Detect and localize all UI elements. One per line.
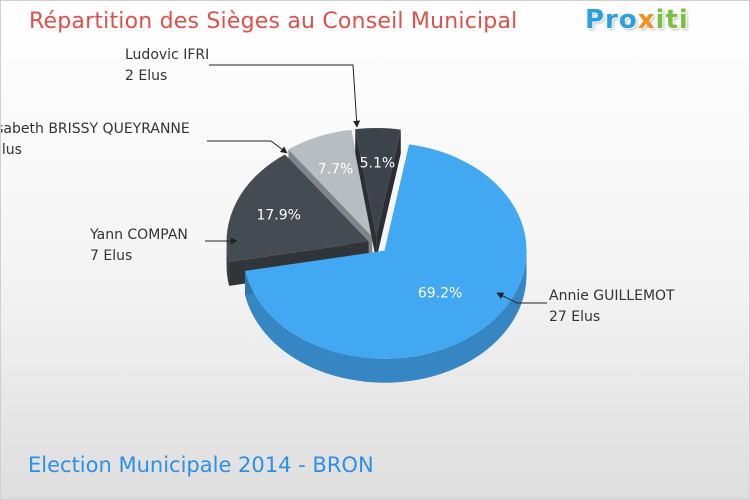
percent-label-isabeth-brissy-queyranne: 7.7%: [318, 162, 354, 178]
label-isabeth-brissy-name: Isabeth BRISSY QUEYRANNE: [0, 121, 190, 137]
label-ludovic-ifri-seats: 2 Elus: [125, 68, 168, 84]
slice-ludovic-ifri: [355, 128, 401, 261]
slice-yann-compan: [226, 154, 369, 286]
percent-label-yann-compan: 17.9%: [256, 208, 300, 224]
percent-label-ludovic-ifri: 5.1%: [360, 156, 396, 172]
label-annie-guillemot: Annie GUILLEMOT 27 Elus: [549, 286, 675, 328]
leader-line-isabeth-brissy: [207, 140, 288, 154]
label-annie-guillemot-name: Annie GUILLEMOT: [549, 288, 675, 304]
proxiti-logo: Proxiti: [585, 5, 689, 35]
slice-top-isabeth-brissy-queyranne: [288, 129, 373, 237]
percent-label-annie-guillemot: 69.2%: [418, 286, 462, 302]
leader-lines: [205, 64, 547, 304]
leader-line-ludovic-ifri: [209, 64, 361, 128]
slice-top-ludovic-ifri: [355, 128, 401, 237]
label-annie-guillemot-seats: 27 Elus: [549, 309, 601, 325]
slice-side-annie-guillemot: [245, 250, 527, 383]
slice-top-annie-guillemot: [245, 144, 527, 359]
label-yann-compan-name: Yann COMPAN: [90, 227, 188, 243]
pie-percent-labels: 7.7% 5.1% 17.9% 69.2%: [256, 156, 462, 302]
slice-annie-guillemot: [245, 144, 527, 383]
label-isabeth-brissy: Isabeth BRISSY QUEYRANNE Elus: [0, 119, 190, 161]
logo-part-pro: Pro: [585, 5, 638, 35]
label-isabeth-brissy-seats: Elus: [1, 142, 22, 158]
slice-side-yann-compan: [226, 241, 230, 286]
label-yann-compan: Yann COMPAN 7 Elus: [90, 225, 188, 267]
logo-part-iti: iti: [655, 5, 689, 35]
pie-slices: [226, 128, 527, 383]
slice-top-yann-compan: [226, 154, 369, 262]
label-ludovic-ifri: Ludovic IFRI 2 Elus: [125, 45, 209, 87]
slice-edge-ludovic-ifri-0: [355, 129, 377, 261]
leader-line-annie-guillemot: [496, 292, 547, 304]
label-ludovic-ifri-name: Ludovic IFRI: [125, 47, 210, 63]
logo-part-x: x: [637, 5, 656, 35]
label-yann-compan-seats: 7 Elus: [90, 248, 133, 264]
slice-edge-ludovic-ifri-1: [376, 129, 401, 261]
chart-title: Répartition des Sièges au Conseil Munici…: [29, 9, 518, 34]
election-subtitle: Election Municipale 2014 - BRON: [28, 453, 374, 477]
